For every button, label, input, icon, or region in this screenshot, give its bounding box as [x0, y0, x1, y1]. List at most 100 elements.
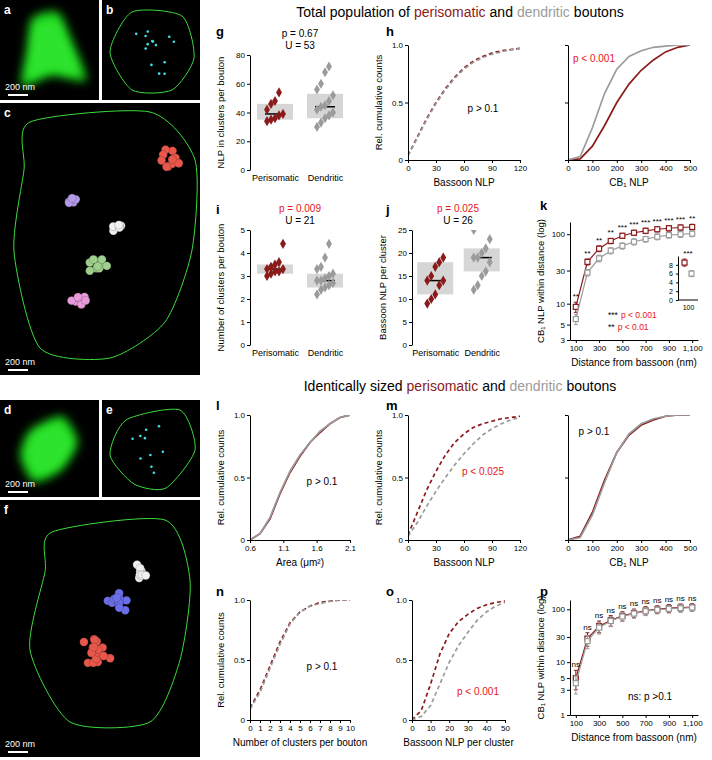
tick-mark	[676, 274, 678, 275]
tick-mark	[676, 300, 678, 301]
point	[326, 96, 332, 106]
error-bar	[667, 226, 671, 231]
tick	[565, 103, 568, 104]
tick: 8	[328, 720, 333, 733]
tick-mark	[247, 113, 250, 114]
tick: 0	[403, 716, 412, 725]
tick-label: 0	[241, 341, 246, 350]
tick-mark	[436, 160, 437, 163]
cluster-localization	[115, 221, 123, 229]
tick-mark	[692, 715, 693, 718]
significance: **	[689, 214, 695, 223]
tick-label: 1	[258, 724, 263, 733]
heading-part: dendritic	[510, 378, 563, 394]
tick: 80	[236, 51, 250, 60]
line	[250, 600, 350, 709]
tick-mark	[567, 234, 570, 235]
significance: ns	[583, 623, 591, 632]
heading-part: dendritic	[517, 4, 570, 20]
marker	[666, 606, 671, 611]
tick-label: 3	[561, 336, 566, 345]
marker	[678, 605, 683, 610]
key-stars: **	[608, 322, 615, 332]
error-bar	[609, 248, 613, 254]
annotation: p > 0.1	[307, 476, 338, 487]
image-background	[0, 400, 99, 497]
tick: 30	[432, 540, 441, 553]
tick: 1.0	[234, 596, 250, 605]
key-text: p < 0.001	[621, 310, 657, 320]
panel-label: i	[216, 202, 220, 217]
plot-area	[250, 600, 350, 709]
error-bar	[690, 604, 694, 612]
tick-mark	[567, 637, 570, 638]
error-bar	[679, 605, 683, 612]
tick-mark	[592, 540, 593, 543]
localization	[173, 40, 176, 43]
tick-mark	[431, 720, 432, 723]
tick-mark	[492, 160, 493, 163]
tick: 700	[639, 715, 653, 728]
error-bar	[679, 604, 683, 612]
error-bar	[632, 609, 636, 618]
tick-label: 1.0	[234, 596, 246, 605]
tick: 0	[566, 540, 571, 553]
point	[330, 278, 336, 288]
tick-mark	[567, 340, 570, 341]
tick-label: 400	[659, 544, 673, 553]
tick-mark	[409, 230, 412, 231]
tick: 2	[268, 720, 273, 733]
axis-line	[408, 416, 409, 541]
tick-label: Perisomatic	[412, 348, 460, 358]
error-bar	[609, 238, 613, 243]
line	[568, 415, 690, 540]
tick: 2	[669, 288, 678, 295]
x-axis-title: Distance from bassoon (nm)	[571, 732, 697, 743]
tick: Perisomatic	[412, 348, 460, 358]
tick: Dendritic	[464, 348, 500, 358]
tick: 0.5	[234, 656, 250, 665]
tick: 0.5	[234, 474, 250, 483]
scale-bar	[8, 751, 28, 753]
tick-mark	[464, 540, 465, 543]
y-axis-title: Rel. cumulative counts	[215, 612, 226, 708]
point	[272, 96, 278, 106]
x-axis-title: Distance from bassoon (nm)	[571, 357, 697, 368]
tick: 6	[308, 720, 313, 733]
tick: Dendritic	[308, 173, 344, 183]
plot-area	[417, 230, 500, 309]
microscopy-image	[0, 103, 200, 375]
tick: 20	[398, 249, 412, 258]
tick: 3	[241, 272, 250, 281]
axis-line	[250, 416, 251, 541]
bouton-outline	[110, 409, 195, 489]
point	[487, 234, 493, 244]
tick-label: 10	[556, 300, 565, 309]
marker	[573, 317, 578, 322]
tick-mark	[260, 720, 261, 723]
tick-mark	[576, 715, 577, 718]
tick-label: 30	[464, 724, 473, 733]
tick-label: 20	[236, 137, 245, 146]
tick: 200	[611, 540, 625, 553]
tick: 100	[570, 340, 584, 353]
tick-mark	[247, 540, 250, 541]
y-axis: 00.51.0	[392, 411, 409, 545]
error-bar	[632, 239, 636, 245]
line	[408, 416, 520, 535]
x-axis: 1003005007009001,100	[570, 715, 704, 728]
tick-label: 0	[403, 716, 408, 725]
cluster-localization	[142, 571, 150, 579]
tick-label: 30	[432, 544, 441, 553]
error-bar	[644, 236, 648, 242]
significance: **	[584, 249, 590, 258]
tick-mark	[565, 45, 568, 46]
point	[471, 230, 477, 235]
tick-mark	[622, 715, 623, 718]
marker	[608, 618, 613, 623]
tick: 1.1	[278, 540, 290, 553]
tick-mark	[669, 715, 670, 718]
significance: ns	[676, 594, 684, 603]
panel-label: d	[4, 403, 11, 417]
marker	[597, 246, 602, 251]
